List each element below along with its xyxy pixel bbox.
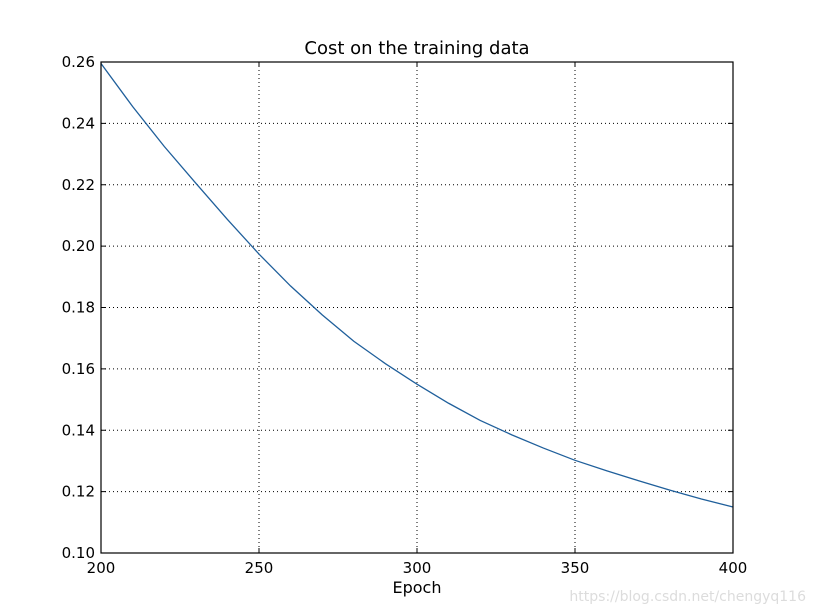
x-tick-label: 400 bbox=[719, 559, 748, 577]
y-tick-label: 0.10 bbox=[62, 544, 95, 562]
x-tick-label: 350 bbox=[561, 559, 590, 577]
series-layer bbox=[100, 63, 734, 508]
y-tick-label: 0.12 bbox=[62, 483, 95, 501]
y-tick-label: 0.20 bbox=[62, 237, 95, 255]
y-tick-label: 0.18 bbox=[62, 299, 95, 317]
cost-series-line bbox=[100, 63, 734, 508]
x-tick-label: 300 bbox=[403, 559, 432, 577]
y-tick-label: 0.22 bbox=[62, 176, 95, 194]
ticks: 200 250 300 350 400 0.10 0.12 0.14 0.16 0.18 0.20 0… bbox=[62, 53, 748, 577]
y-tick-label: 0.16 bbox=[62, 360, 95, 378]
y-tick-label: 0.26 bbox=[62, 53, 95, 71]
x-tick-label: 200 bbox=[87, 559, 116, 577]
y-tick-label: 0.14 bbox=[62, 421, 95, 439]
chart-title: Cost on the training data bbox=[304, 38, 529, 59]
x-axis-title: Epoch bbox=[393, 578, 442, 597]
x-tick-label: 250 bbox=[245, 559, 274, 577]
grid bbox=[101, 62, 733, 553]
watermark-text: https://blog.csdn.net/chengyq116 bbox=[569, 589, 806, 605]
y-tick-label: 0.24 bbox=[62, 114, 95, 132]
